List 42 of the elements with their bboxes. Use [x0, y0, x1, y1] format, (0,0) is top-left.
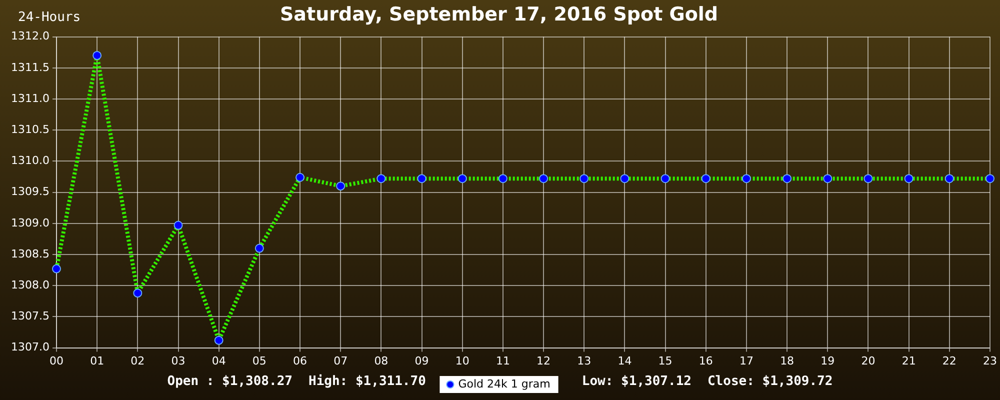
- y-tick-label: 1309.5: [10, 185, 50, 198]
- text: Low: $1,307.12: [582, 374, 692, 389]
- x-tick-label: 11: [496, 354, 510, 368]
- y-tick-label: 1307.5: [10, 310, 50, 323]
- y-tick-label: 1311.5: [10, 60, 50, 74]
- x-tick-label: 07: [334, 354, 348, 368]
- y-tick-label: 1310.5: [10, 122, 50, 136]
- x-tick-label: 23: [983, 354, 997, 368]
- x-tick-label: 19: [820, 354, 835, 368]
- x-tick-label: 03: [171, 354, 186, 368]
- legend-label: Gold 24k 1 gram: [458, 377, 550, 390]
- x-tick-label: 22: [942, 354, 956, 368]
- x-tick-label: 04: [212, 354, 226, 368]
- x-tick-label: 10: [455, 354, 470, 368]
- x-tick-label: 17: [739, 354, 754, 368]
- y-tick-label: 1310.0: [10, 154, 50, 168]
- x-tick-label: 20: [861, 354, 876, 368]
- x-tick-label: 21: [902, 354, 916, 368]
- y-tick-label: 1308.5: [10, 247, 50, 260]
- x-tick-label: 18: [780, 354, 794, 368]
- x-tick-label: 15: [658, 354, 672, 368]
- x-tick-label: 08: [374, 354, 388, 368]
- y-tick-label: 1312.0: [10, 30, 50, 43]
- y-tick-label: 1307.0: [10, 340, 50, 354]
- y-tick-label: 1308.0: [10, 278, 50, 292]
- x-tick-label: 14: [618, 354, 632, 368]
- x-tick-label: 02: [130, 354, 145, 368]
- text: Close: $1,309.72: [707, 374, 833, 389]
- x-tick-label: 09: [414, 354, 429, 368]
- x-tick-label: 12: [536, 354, 551, 368]
- x-tick-label: 13: [577, 354, 592, 368]
- y-tick-label: 1309.0: [10, 216, 50, 230]
- chart-title: Saturday, September 17, 2016 Spot Gold: [280, 3, 718, 26]
- x-tick-label: 06: [293, 354, 308, 368]
- x-tick-label: 16: [698, 354, 713, 368]
- x-tick-label: 00: [49, 354, 64, 368]
- text: High: $1,311.70: [308, 374, 426, 389]
- text: 24-Hours: [18, 10, 81, 25]
- x-tick-label: 01: [90, 354, 104, 368]
- y-tick-label: 1311.0: [10, 92, 50, 105]
- x-tick-label: 05: [252, 354, 266, 368]
- text: Open : $1,308.27: [167, 374, 292, 389]
